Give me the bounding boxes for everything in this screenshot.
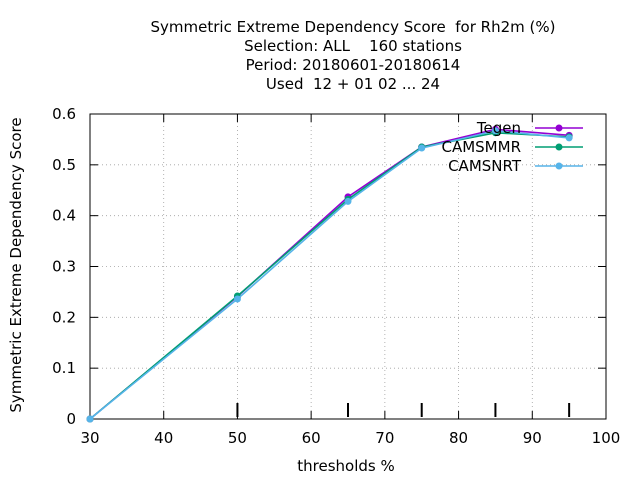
x-axis-label: thresholds % [297,457,394,475]
x-tick-label-5: 80 [449,429,468,447]
legend-marker-0 [555,124,563,132]
legend-label-1: CAMSMMR [441,138,521,156]
series-2-point-1 [233,295,241,303]
series-group [86,125,573,423]
axes: 0 0.1 0.2 0.3 0.4 0.5 0.6 30 40 50 60 70 80 90 100 [52,105,620,447]
legend-label-2: CAMSNRT [448,157,522,175]
series-2-point-3 [418,144,426,152]
legend-marker-1 [555,143,563,151]
series-2-point-2 [344,197,352,205]
x-tick-label-4: 70 [375,429,394,447]
y-tick-label-0: 0 [66,410,76,428]
series-2-point-5 [565,134,573,142]
x-tick-label-1: 40 [154,429,173,447]
y-tick-label-6: 0.6 [52,105,76,123]
chart-title-line-4: Used 12 + 01 02 ... 24 [265,75,441,93]
series-line-2 [89,129,570,420]
x-tick-label-6: 90 [523,429,542,447]
plot-border [89,113,607,420]
y-tick-label-4: 0.4 [52,207,76,225]
series-2-point-4 [491,127,499,135]
y-tick-label-2: 0.2 [52,308,76,326]
y-axis-label: Symmetric Extreme Dependency Score [7,117,25,412]
legend-label-0: Tegen [476,119,521,137]
x-tick-label-3: 60 [302,429,321,447]
chart-title-line-2: Selection: ALL 160 stations [244,37,462,55]
chart-title-line-3: Period: 20180601-20180614 [245,56,461,74]
x-tick-label-0: 30 [80,429,99,447]
series-2-point-0 [86,415,94,423]
y-tick-label-3: 0.3 [52,258,76,276]
y-tick-label-1: 0.1 [52,359,76,377]
grid [89,113,607,420]
legend-marker-2 [555,162,563,170]
x-tick-label-2: 50 [228,429,247,447]
y-tick-label-5: 0.5 [52,156,76,174]
chart-title-line-1: Symmetric Extreme Dependency Score for R… [150,18,556,36]
series-line-1 [89,132,570,420]
x-tick-label-7: 100 [592,429,621,447]
